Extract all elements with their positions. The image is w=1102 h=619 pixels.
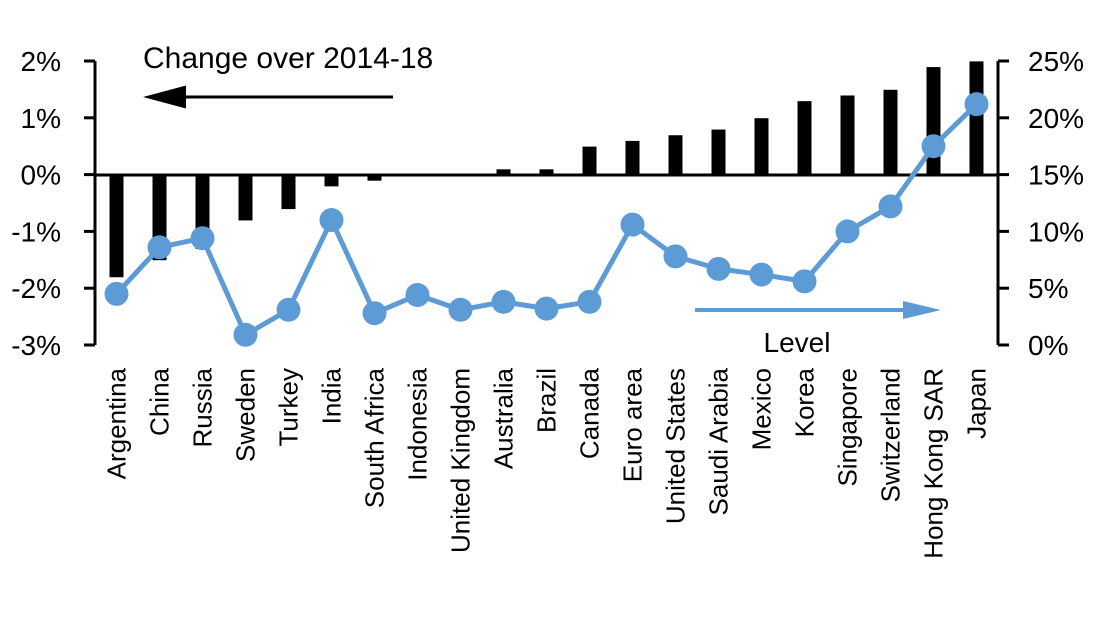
bar-series-annotation: Change over 2014-18	[143, 42, 433, 109]
plot-area: 2% 1% 0% -1% -2% -3% 25% 20% 15% 10% 5% 0% Argentina…	[11, 46, 1084, 559]
left-axis-tick-label: 1%	[21, 103, 61, 134]
line-series-annotation: Level	[695, 301, 941, 358]
dot-australia	[491, 289, 516, 314]
left-axis-tick-label: 0%	[21, 160, 61, 191]
dot-hong-kong-sar	[921, 134, 946, 159]
x-axis-label-united-kingdom: United Kingdom	[446, 368, 476, 553]
bar-argentina	[109, 175, 124, 278]
dot-india	[319, 208, 344, 233]
dot-turkey	[276, 297, 301, 322]
dot-saudi-arabia	[706, 256, 731, 281]
bar-singapore	[840, 95, 855, 175]
dot-brazil	[534, 296, 559, 321]
x-axis-label-united-states: United States	[661, 368, 691, 524]
left-axis-tick-label: 2%	[21, 46, 61, 77]
x-axis-label-indonesia: Indonesia	[403, 367, 433, 480]
dot-japan	[964, 92, 989, 117]
bar-australia	[496, 169, 511, 175]
x-axis-label-south-africa: South Africa	[360, 367, 390, 508]
left-axis-tick-label: -1%	[11, 216, 61, 247]
bar-series-label: Change over 2014-18	[143, 42, 433, 75]
x-axis-label-russia: Russia	[188, 367, 218, 447]
x-axis-label-korea: Korea	[790, 367, 820, 437]
left-axis-tick-label: -3%	[11, 330, 61, 361]
right-axis-tick-label: 20%	[1028, 103, 1084, 134]
bar-saudi-arabia	[711, 129, 726, 175]
x-axis-label-brazil: Brazil	[532, 368, 562, 433]
right-arrow-icon	[695, 301, 941, 319]
x-axis-label-switzerland: Switzerland	[876, 368, 906, 502]
dot-argentina	[104, 281, 129, 306]
dot-canada	[577, 289, 602, 314]
bar-united-states	[668, 135, 683, 175]
right-axis-tick-label: 10%	[1028, 216, 1084, 247]
dot-mexico	[749, 262, 774, 287]
dot-south-africa	[362, 301, 387, 326]
x-axis-label-argentina: Argentina	[102, 367, 132, 479]
bar-sweden	[238, 175, 253, 221]
bar-switzerland	[883, 89, 898, 175]
x-axis-label-mexico: Mexico	[747, 368, 777, 450]
dot-korea	[792, 269, 817, 294]
right-axis-tick-label: 5%	[1028, 273, 1068, 304]
left-axis-tick-label: -2%	[11, 273, 61, 304]
right-axis-tick-label: 0%	[1028, 330, 1068, 361]
bar-india	[324, 175, 339, 187]
bar-japan	[969, 61, 984, 175]
right-axis-tick-label: 15%	[1028, 160, 1084, 191]
bar-hong-kong-sar	[926, 67, 941, 175]
left-arrow-icon	[143, 85, 393, 109]
bar-korea	[797, 101, 812, 175]
dot-united-kingdom	[448, 297, 473, 322]
x-axis-label-japan: Japan	[962, 368, 992, 439]
dot-indonesia	[405, 283, 430, 308]
dot-china	[147, 235, 172, 260]
dot-russia	[190, 226, 215, 251]
x-axis-label-australia: Australia	[489, 367, 519, 469]
line-series-label: Level	[764, 327, 831, 358]
dot-sweden	[233, 322, 258, 347]
x-axis-label-canada: Canada	[575, 367, 605, 459]
bar-canada	[582, 146, 597, 175]
x-axis-label-singapore: Singapore	[833, 368, 863, 487]
x-axis-label-euro-area: Euro area	[618, 367, 648, 482]
x-axis-label-china: China	[145, 367, 175, 435]
x-axis-label-saudi-arabia: Saudi Arabia	[704, 367, 734, 515]
x-axis-label-sweden: Sweden	[231, 368, 261, 462]
x-axis-label-hong-kong-sar: Hong Kong SAR	[919, 368, 949, 559]
dot-euro-area	[620, 212, 645, 237]
bar-south-africa	[367, 175, 382, 181]
dot-united-states	[663, 244, 688, 269]
bar-mexico	[754, 118, 769, 175]
x-axis-label-india: India	[317, 367, 347, 424]
dot-switzerland	[878, 194, 903, 219]
right-axis-tick-label: 25%	[1028, 46, 1084, 77]
x-axis-label-turkey: Turkey	[274, 368, 304, 447]
dot-singapore	[835, 219, 860, 244]
bar-turkey	[281, 175, 296, 210]
bar-brazil	[539, 169, 554, 175]
bar-euro-area	[625, 140, 640, 175]
